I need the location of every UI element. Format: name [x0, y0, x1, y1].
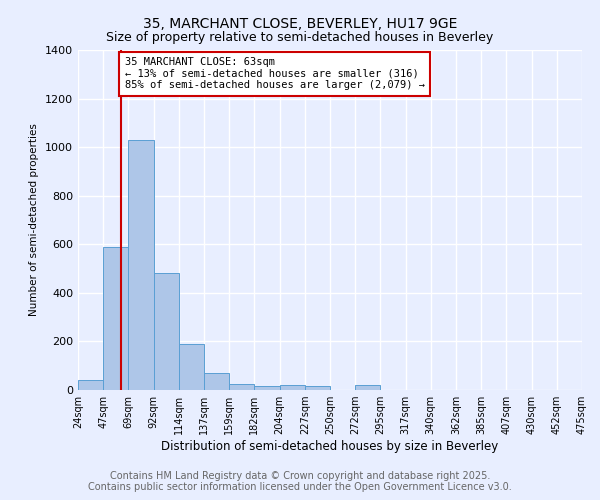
Bar — [128, 140, 154, 390]
Bar — [229, 384, 254, 390]
Bar — [204, 373, 229, 390]
Text: 35, MARCHANT CLOSE, BEVERLEY, HU17 9GE: 35, MARCHANT CLOSE, BEVERLEY, HU17 9GE — [143, 18, 457, 32]
Bar — [254, 386, 280, 390]
Bar — [103, 246, 128, 390]
Bar — [280, 385, 305, 390]
Bar — [305, 386, 330, 390]
Text: Size of property relative to semi-detached houses in Beverley: Size of property relative to semi-detach… — [106, 31, 494, 44]
Y-axis label: Number of semi-detached properties: Number of semi-detached properties — [29, 124, 40, 316]
Text: 35 MARCHANT CLOSE: 63sqm
← 13% of semi-detached houses are smaller (316)
85% of : 35 MARCHANT CLOSE: 63sqm ← 13% of semi-d… — [125, 58, 425, 90]
Bar — [78, 380, 103, 390]
X-axis label: Distribution of semi-detached houses by size in Beverley: Distribution of semi-detached houses by … — [161, 440, 499, 453]
Bar — [179, 344, 204, 390]
Bar — [355, 385, 380, 390]
Bar — [154, 274, 179, 390]
Text: Contains HM Land Registry data © Crown copyright and database right 2025.
Contai: Contains HM Land Registry data © Crown c… — [88, 471, 512, 492]
